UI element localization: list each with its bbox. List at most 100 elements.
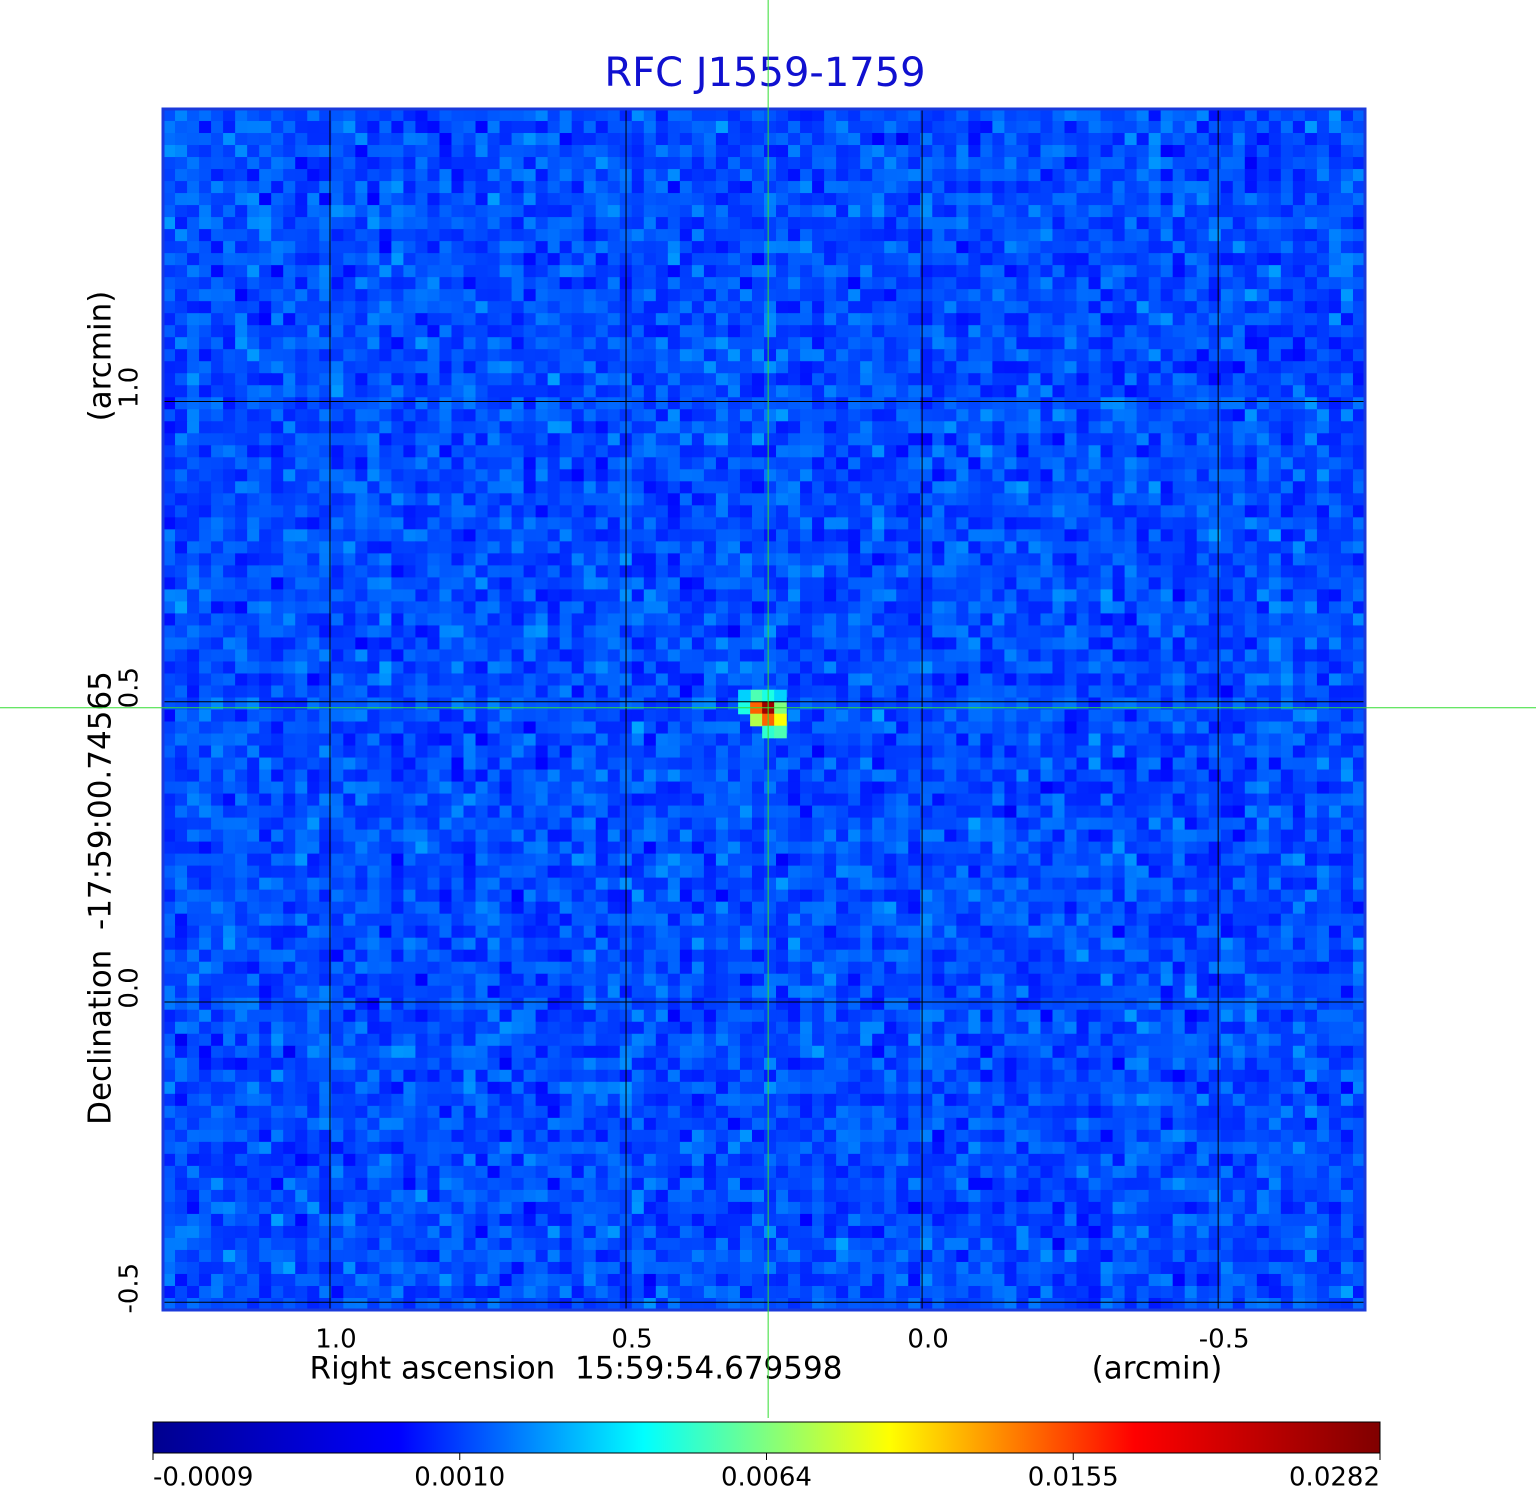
noise-pixel bbox=[980, 145, 993, 158]
noise-pixel bbox=[1280, 649, 1294, 663]
noise-pixel bbox=[463, 673, 477, 687]
noise-pixel bbox=[547, 577, 561, 590]
noise-pixel bbox=[1352, 385, 1366, 398]
noise-pixel bbox=[499, 589, 513, 603]
noise-pixel bbox=[1160, 109, 1174, 122]
noise-pixel bbox=[379, 265, 392, 278]
noise-pixel bbox=[1196, 169, 1210, 182]
noise-pixel bbox=[1280, 229, 1294, 242]
noise-pixel bbox=[199, 337, 212, 350]
noise-pixel bbox=[788, 517, 801, 530]
noise-pixel bbox=[283, 565, 296, 578]
noise-pixel bbox=[944, 145, 957, 158]
noise-pixel bbox=[319, 349, 332, 362]
noise-pixel bbox=[872, 277, 885, 290]
noise-pixel bbox=[1040, 313, 1054, 326]
noise-pixel bbox=[319, 169, 332, 182]
noise-pixel bbox=[896, 181, 909, 194]
noise-pixel bbox=[1016, 625, 1030, 639]
noise-pixel bbox=[451, 109, 465, 122]
noise-pixel bbox=[175, 169, 188, 182]
noise-pixel bbox=[715, 229, 729, 242]
noise-pixel bbox=[1280, 325, 1294, 338]
noise-pixel bbox=[920, 325, 933, 338]
noise-pixel bbox=[583, 205, 597, 218]
noise-pixel bbox=[199, 397, 212, 410]
noise-pixel bbox=[703, 529, 717, 542]
noise-pixel bbox=[1256, 553, 1270, 566]
noise-pixel bbox=[1184, 193, 1198, 206]
noise-pixel bbox=[403, 385, 417, 398]
noise-pixel bbox=[1160, 613, 1174, 627]
noise-pixel bbox=[559, 241, 573, 254]
noise-pixel bbox=[751, 625, 765, 639]
noise-pixel bbox=[295, 409, 308, 422]
noise-pixel bbox=[1100, 241, 1114, 254]
noise-pixel bbox=[920, 469, 933, 482]
noise-pixel bbox=[571, 421, 585, 434]
noise-pixel bbox=[1112, 145, 1126, 158]
noise-pixel bbox=[824, 457, 837, 470]
noise-pixel bbox=[595, 517, 609, 530]
noise-pixel bbox=[583, 517, 597, 530]
noise-pixel bbox=[788, 385, 801, 398]
noise-pixel bbox=[1124, 349, 1138, 362]
noise-pixel bbox=[1292, 205, 1306, 218]
noise-pixel bbox=[631, 685, 645, 699]
noise-pixel bbox=[487, 421, 501, 434]
noise-pixel bbox=[403, 301, 417, 314]
noise-pixel bbox=[872, 313, 885, 326]
noise-pixel bbox=[872, 337, 885, 350]
noise-pixel bbox=[607, 361, 621, 374]
noise-pixel bbox=[535, 553, 549, 566]
noise-pixel bbox=[872, 409, 885, 422]
noise-pixel bbox=[355, 517, 368, 530]
noise-pixel bbox=[1256, 613, 1270, 627]
noise-pixel bbox=[1304, 109, 1318, 122]
noise-pixel bbox=[463, 301, 477, 314]
noise-pixel bbox=[1208, 601, 1222, 615]
noise-pixel bbox=[1040, 121, 1054, 134]
noise-pixel bbox=[956, 265, 969, 278]
noise-pixel bbox=[1052, 637, 1066, 651]
noise-pixel bbox=[872, 397, 885, 410]
noise-pixel bbox=[1016, 409, 1030, 422]
noise-pixel bbox=[860, 169, 873, 182]
noise-pixel bbox=[968, 565, 981, 578]
noise-pixel bbox=[1112, 613, 1126, 627]
noise-pixel bbox=[475, 433, 489, 446]
noise-pixel bbox=[1124, 625, 1138, 639]
noise-pixel bbox=[631, 637, 645, 651]
noise-pixel bbox=[271, 109, 284, 122]
noise-pixel bbox=[800, 397, 813, 410]
noise-pixel bbox=[1352, 493, 1366, 506]
noise-pixel bbox=[427, 421, 441, 434]
noise-pixel bbox=[1232, 625, 1246, 639]
noise-pixel bbox=[1220, 325, 1234, 338]
noise-pixel bbox=[343, 409, 356, 422]
noise-pixel bbox=[1328, 145, 1342, 158]
noise-pixel bbox=[667, 421, 681, 434]
noise-pixel bbox=[655, 385, 669, 398]
noise-pixel bbox=[884, 613, 897, 627]
noise-pixel bbox=[451, 181, 465, 194]
noise-pixel bbox=[1148, 253, 1162, 266]
noise-pixel bbox=[691, 193, 705, 206]
noise-pixel bbox=[631, 529, 645, 542]
noise-pixel bbox=[427, 697, 441, 711]
noise-pixel bbox=[463, 589, 477, 603]
noise-pixel bbox=[1040, 505, 1054, 518]
noise-pixel bbox=[908, 229, 921, 242]
noise-pixel bbox=[824, 589, 837, 603]
noise-pixel bbox=[223, 205, 236, 218]
noise-pixel bbox=[655, 193, 669, 206]
noise-pixel bbox=[776, 673, 789, 687]
noise-pixel bbox=[559, 301, 573, 314]
noise-pixel bbox=[727, 589, 741, 603]
noise-pixel bbox=[1232, 169, 1246, 182]
noise-pixel bbox=[691, 325, 705, 338]
noise-pixel bbox=[727, 481, 741, 494]
noise-pixel bbox=[331, 229, 344, 242]
noise-pixel bbox=[535, 637, 549, 651]
noise-pixel bbox=[163, 265, 176, 278]
